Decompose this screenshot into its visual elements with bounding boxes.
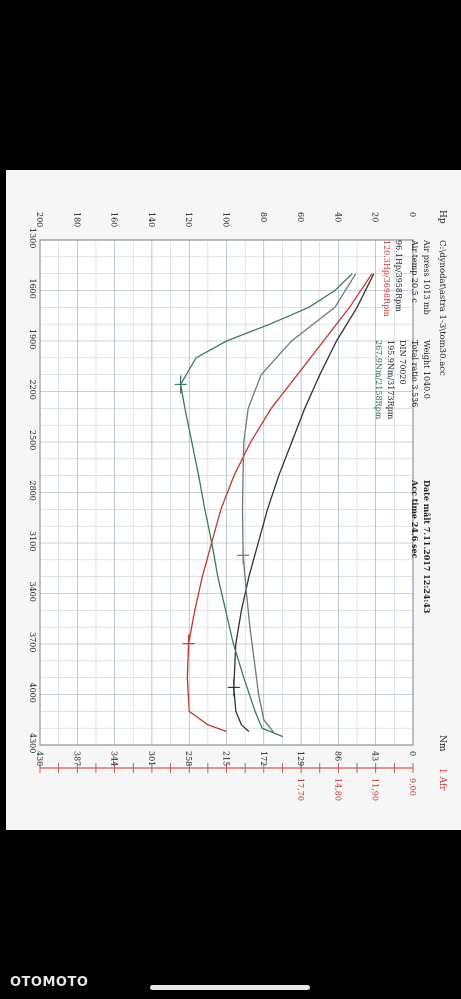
home-indicator[interactable]: [150, 985, 310, 990]
nm-tick-label: 301: [147, 751, 156, 766]
hp-tick-label: 40: [333, 212, 342, 222]
rpm-tick-label: 2800: [28, 481, 37, 501]
hp-tick-label: 180: [72, 212, 81, 227]
curves: [179, 273, 375, 738]
otomoto-logo: OTOMOTO: [10, 975, 89, 990]
rpm-tick-label: 3100: [28, 531, 37, 551]
nm-tick-label: 430: [35, 751, 44, 766]
air-press: Air press 1013 mb: [422, 239, 431, 315]
afr-tick-label: 14,80: [333, 778, 342, 801]
nm-axis-label: Nm: [437, 735, 447, 752]
power-red-label: 120.3Hp/3698Rpm: [382, 240, 391, 317]
afr-axis: 17,70 14,80 11,90 9,00: [39, 763, 417, 801]
hp-tick-label: 100: [222, 212, 231, 227]
weight: Weight 1040.0: [422, 340, 431, 399]
power-gray-label: 96.1Hp/3958Rpm: [394, 240, 403, 312]
curve-3: [241, 273, 357, 734]
nm-tick-label: 387: [72, 751, 81, 766]
torque-green-label: 267.9Nm/2158Rpm: [374, 340, 383, 420]
air-temp: Air temp 20.5 c: [410, 239, 419, 303]
curve-markers: [174, 375, 250, 697]
header-info: C:\dynodat\astra 1-3\tom30.acc Air press…: [374, 239, 447, 614]
nm-tick-label: 344: [110, 751, 119, 766]
curve-1: [233, 273, 375, 732]
rpm-tick-label: 3700: [28, 632, 37, 652]
nm-tick-label: 129: [296, 751, 305, 766]
afr-axis-label: 1 Afr: [437, 768, 447, 791]
dyno-chart: C:\dynodat\astra 1-3\tom30.acc Air press…: [28, 210, 447, 801]
hp-tick-label: 140: [147, 212, 156, 227]
hp-tick-label: 0: [408, 212, 417, 217]
acc-time: Acc time 24.6 sec: [410, 479, 420, 559]
rpm-tick-label: 2500: [28, 430, 37, 450]
hp-tick-label: 200: [35, 212, 44, 227]
total-ratio: Total ratio 3.536: [410, 340, 419, 407]
file-path: C:\dynodat\astra 1-3\tom30.acc: [437, 240, 447, 376]
hp-axis-label: Hp: [437, 210, 447, 224]
rpm-tick-label: 4300: [28, 733, 37, 753]
rpm-tick-label: 3400: [28, 582, 37, 602]
curve-0: [186, 273, 373, 733]
hp-tick-label: 80: [259, 212, 268, 222]
nm-tick-label: 215: [222, 751, 231, 766]
din: DIN 70020: [398, 340, 407, 385]
rpm-tick-label: 1900: [28, 329, 37, 349]
nm-tick-label: 172: [259, 751, 268, 766]
rpm-tick-label: 2200: [28, 380, 37, 400]
rpm-tick-label: 1300: [28, 228, 37, 248]
hp-tick-label: 120: [184, 212, 193, 227]
torque-gray-label: 195.9Nm/3173Rpm: [386, 340, 395, 420]
hp-tick-label: 160: [110, 212, 119, 227]
afr-tick-label: 11,90: [371, 778, 380, 801]
afr-tick-label: 17,70: [296, 778, 305, 801]
hp-tick-label: 60: [296, 212, 305, 222]
afr-tick-label: 9,00: [408, 778, 417, 796]
nm-tick-label: 43: [371, 751, 380, 761]
date: Date mâlt 7.11.2017 12:24:43: [422, 480, 432, 614]
rpm-tick-label: 1600: [28, 279, 37, 299]
dyno-printout: C:\dynodat\astra 1-3\tom30.acc Air press…: [6, 170, 461, 830]
curve-2: [179, 273, 353, 738]
nm-tick-label: 86: [333, 751, 342, 761]
nm-tick-label: 0: [408, 751, 417, 756]
grid: [39, 239, 414, 746]
hp-tick-label: 20: [371, 212, 380, 222]
nm-tick-label: 258: [184, 751, 193, 766]
rpm-tick-label: 4000: [28, 683, 37, 703]
